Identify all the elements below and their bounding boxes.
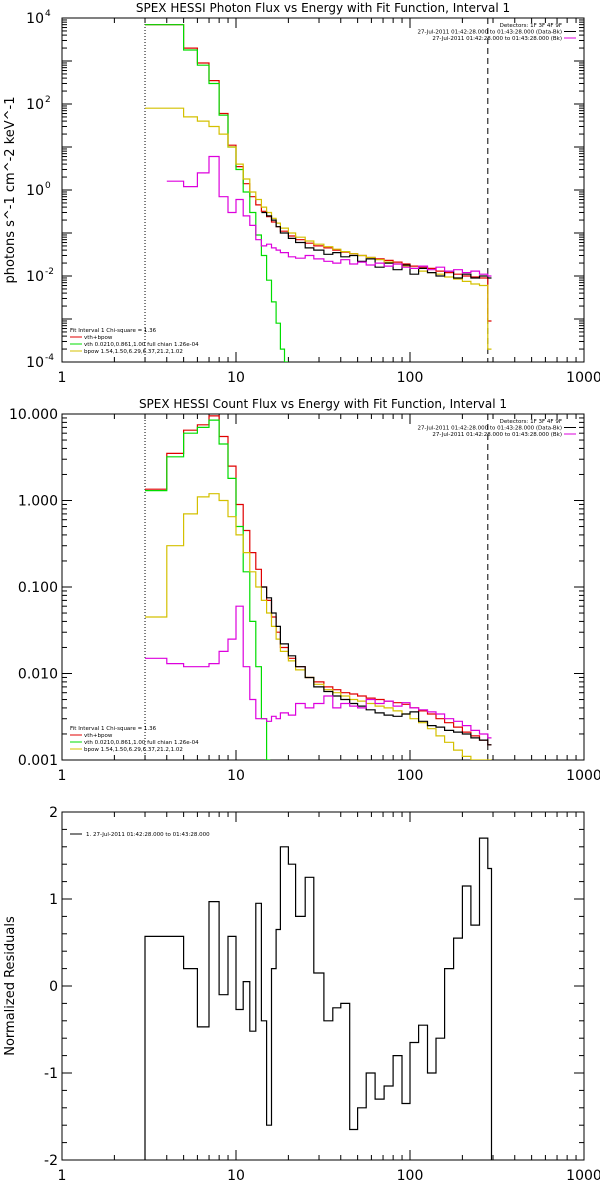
y-tick-label: 0.001 [18, 753, 58, 769]
residuals-panel: 1 10 100 1000 -2 -1 0 1 2 Normalized Residuals 1. … [3, 805, 600, 1184]
series-vth [145, 419, 271, 760]
y-tick-label: 1 [49, 892, 58, 908]
x-tick-label: 10 [227, 768, 245, 784]
y-tick-exponent: -4 [45, 353, 54, 363]
legend-left-entry: bpow 1.54,1.50,6.29,6.37,21.2,1.02 [84, 349, 183, 355]
y-tick-exponent: 2 [45, 95, 51, 105]
series-data-bk [261, 586, 492, 746]
y-tick-label: 10 [26, 355, 44, 371]
count-flux-panel: SPEX HESSI Count Flux vs Energy with Fit… [9, 397, 600, 784]
y-tick-label: 10 [26, 97, 44, 113]
y-tick-label: 10 [26, 11, 44, 27]
series-vth [145, 24, 289, 362]
y-tick-exponent: -2 [45, 267, 54, 277]
plot-frame [61, 811, 585, 1161]
y-tick-label: 10 [26, 269, 44, 285]
x-tick-label: 1000 [566, 370, 600, 386]
y-tick-exponent: 0 [45, 181, 51, 191]
series-bpow [145, 493, 492, 760]
y-tick-label: 0.100 [18, 580, 58, 596]
legend-left-entry: bpow 1.54,1.50,6.29,6.37,21.2,1.02 [84, 747, 183, 753]
y-tick-label: -1 [44, 1066, 58, 1082]
legend-left-entry: vth 0.0210,0.861,1.00 full chian 1.26e-0… [84, 740, 199, 746]
x-tick-label: 100 [397, 768, 424, 784]
series-bk [166, 155, 492, 277]
x-tick-label: 1000 [566, 1168, 600, 1184]
series-bk [145, 605, 492, 739]
legend-right-entry: Detectors: 1F 3F 4F 9F [500, 23, 562, 29]
legend-top-entry: 1. 27-Jul-2011 01:42:28.000 to 01:43:28.… [86, 832, 210, 838]
plot-frame [61, 17, 585, 363]
legend-left-entry: Fit Interval 1 Chi-square = 1.36 [70, 328, 157, 334]
legend-left-entry: vth 0.0210,0.861,1.00 full chian 1.26e-0… [84, 342, 199, 348]
plot-frame [61, 413, 585, 761]
photon-flux-panel: SPEX HESSI Photon Flux vs Energy with Fi… [3, 1, 600, 386]
x-tick-label: 100 [397, 370, 424, 386]
y-tick-label: 0 [49, 979, 58, 995]
y-tick-label: 0.010 [18, 667, 58, 683]
legend-right-entry: 27-Jul-2011 01:42:28.000 to 01:43:28.000… [418, 426, 563, 432]
series-bpow [145, 107, 492, 350]
legend-left-entry: vth+bpow [84, 733, 113, 739]
series-residuals [144, 837, 493, 1160]
series-data-bk [261, 211, 492, 279]
panel-title: SPEX HESSI Photon Flux vs Energy with Fi… [136, 1, 510, 15]
legend-left-entry: Fit Interval 1 Chi-square = 1.36 [70, 726, 157, 732]
x-tick-label: 10 [227, 370, 245, 386]
y-axis-label: Normalized Residuals [3, 916, 18, 1056]
y-tick-label: 1.000 [18, 494, 58, 510]
legend-right-entry: Detectors: 1F 3F 4F 9F [500, 419, 562, 425]
x-tick-label: 100 [397, 1168, 424, 1184]
x-tick-label: 1000 [566, 768, 600, 784]
panel-title: SPEX HESSI Count Flux vs Energy with Fit… [139, 397, 507, 411]
y-tick-label: 10 [26, 183, 44, 199]
y-axis-label: photons s^-1 cm^-2 keV^-1 [3, 96, 18, 283]
x-tick-label: 1 [58, 370, 67, 386]
legend-right-entry: 27-Jul-2011 01:42:28.000 to 01:43:28.000… [418, 30, 563, 36]
y-tick-label: 2 [49, 805, 58, 821]
series-total [145, 415, 492, 746]
x-tick-label: 1 [58, 1168, 67, 1184]
legend-left-entry: vth+bpow [84, 335, 113, 341]
legend-right-entry: 27-Jul-2011 01:42:28.000 to 01:43:28.000… [432, 432, 562, 438]
legend-right-entry: 27-Jul-2011 01:42:28.000 to 01:43:28.000… [432, 36, 562, 42]
y-tick-label: -2 [44, 1153, 58, 1169]
y-tick-exponent: 4 [45, 9, 51, 19]
x-tick-label: 1 [58, 768, 67, 784]
y-tick-label: 10.000 [9, 407, 58, 423]
x-tick-label: 10 [227, 1168, 245, 1184]
